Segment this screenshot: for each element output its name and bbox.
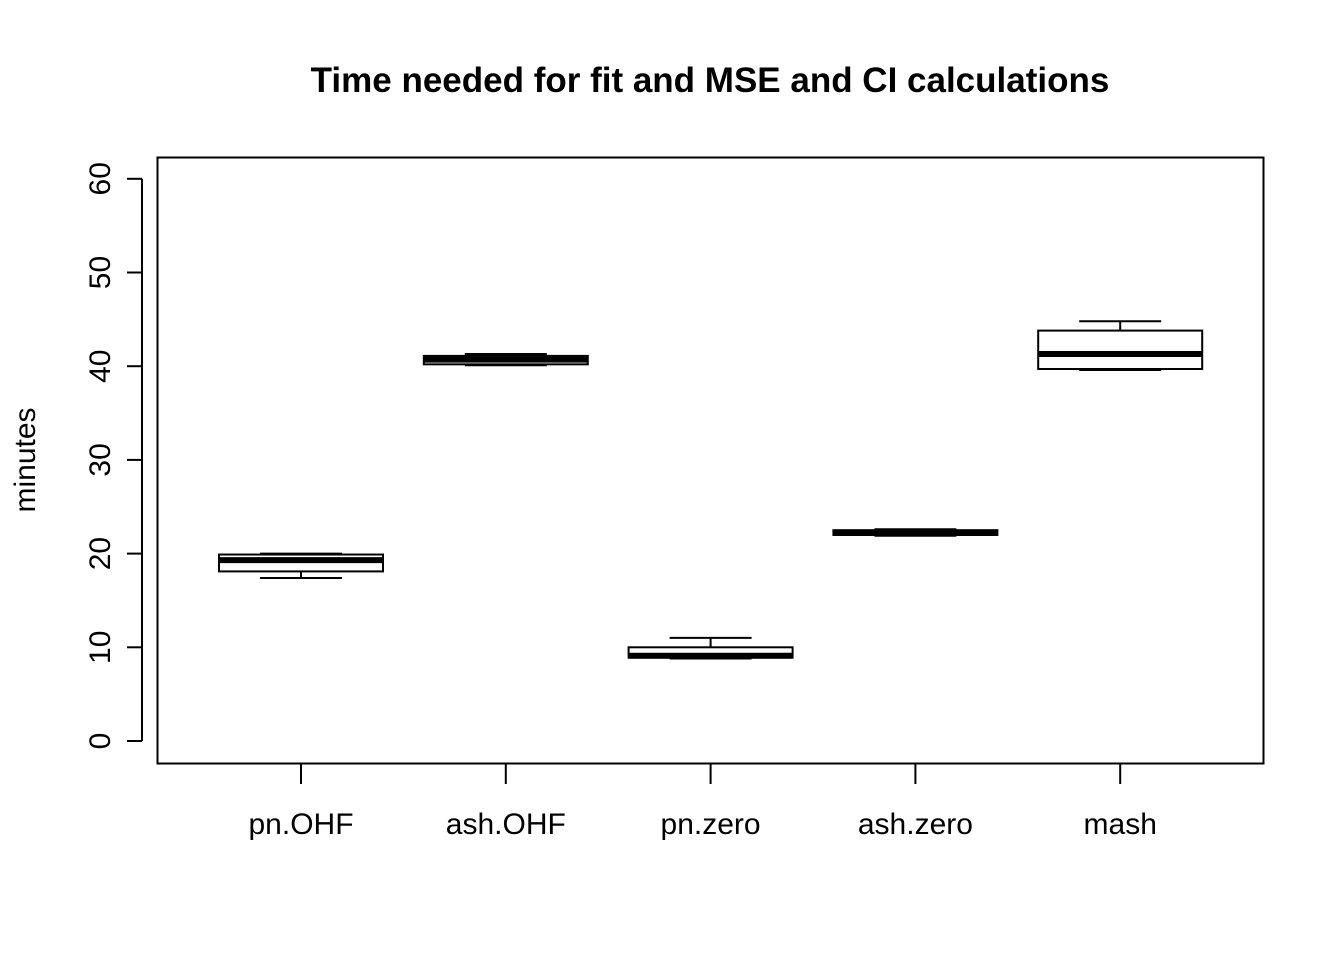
- plot-frame: [156, 156, 1265, 765]
- y-tick-label: 0: [84, 733, 117, 750]
- y-tick-label: 40: [84, 350, 117, 383]
- x-tick-label: pn.zero: [661, 808, 761, 841]
- iqr-box: [1037, 329, 1204, 371]
- x-tick-label: ash.zero: [858, 808, 973, 841]
- box-pn.zero: [627, 636, 794, 660]
- box-ash.OHF: [422, 353, 589, 367]
- box-ash.zero: [832, 528, 999, 537]
- x-tick-label: mash: [1084, 808, 1157, 841]
- x-tick-label: pn.OHF: [248, 808, 353, 841]
- x-axis: pn.OHF ash.OHF pn.zero ash.zero mash: [248, 764, 1157, 841]
- chart-title: Time needed for fit and MSE and CI calcu…: [311, 61, 1110, 100]
- box-mash: [1037, 320, 1204, 371]
- box-pn.OHF: [218, 552, 384, 579]
- y-tick-label: 20: [84, 537, 117, 570]
- y-tick-label: 30: [84, 443, 117, 476]
- y-axis-label: minutes: [9, 407, 42, 512]
- y-tick-label: 60: [84, 162, 117, 195]
- y-tick-label: 50: [84, 256, 117, 289]
- x-tick-label: ash.OHF: [446, 808, 566, 841]
- box-series: [218, 320, 1204, 660]
- y-tick-label: 10: [84, 631, 117, 664]
- y-axis: 0 10 20 30 40 50 60: [84, 162, 143, 750]
